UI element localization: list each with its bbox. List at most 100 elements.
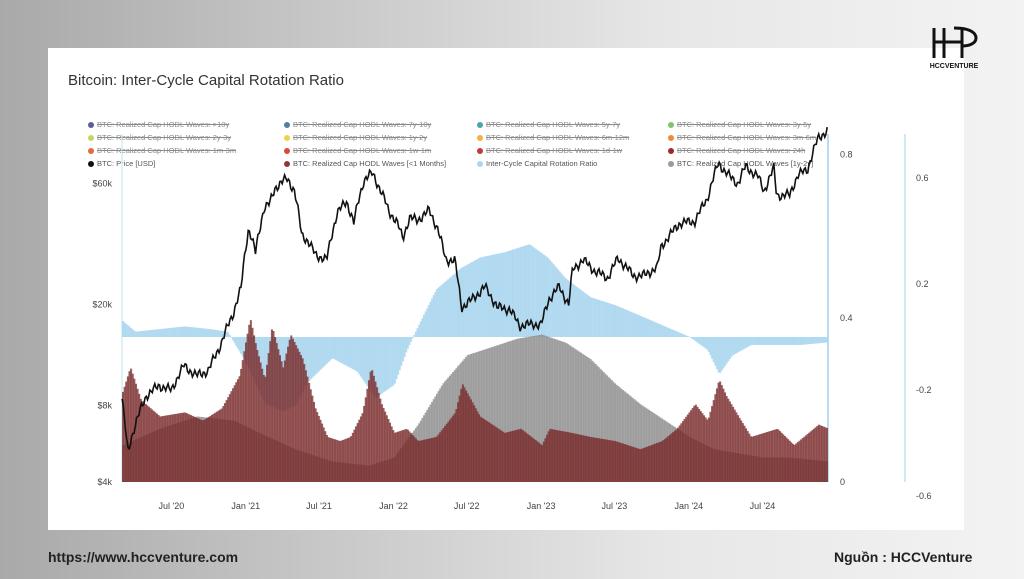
ratio-bar <box>177 327 180 337</box>
ratio-bar <box>421 318 424 337</box>
hodl-lt1m-bar <box>722 388 725 482</box>
hodl-lt1m-bar <box>466 393 469 482</box>
legend-item[interactable]: BTC: Realized Cap HODL Waves [1y-2y] <box>668 159 813 168</box>
legend-item[interactable]: BTC: Realized Cap HODL Waves: 1m-3m <box>88 146 236 155</box>
ratio-bar <box>155 329 159 337</box>
hodl-lt1m-bar <box>183 412 186 482</box>
hodl-1y-2y-bar <box>644 407 647 482</box>
hodl-lt1m-bar <box>243 351 246 482</box>
price-tick-label: $60k <box>92 179 112 189</box>
hodl-lt1m-bar <box>340 440 343 482</box>
ratio-bar <box>189 327 192 337</box>
ratio-bar <box>641 316 644 337</box>
ratio-tick-label: -0.6 <box>916 491 932 501</box>
ratio-bar <box>486 256 489 337</box>
legend-item[interactable]: BTC: Realized Cap HODL Waves: 2y-3y <box>88 133 231 142</box>
legend-item[interactable]: BTC: Realized Cap HODL Waves: 1y-2y <box>284 133 427 142</box>
price-line <box>121 126 828 451</box>
hodl-1y-2y-bar <box>515 339 518 482</box>
legend-dot-icon <box>88 161 94 168</box>
hodl-lt1m-bar <box>282 367 285 482</box>
ratio-bar <box>308 337 311 381</box>
hodl-lt1m-bar <box>453 413 456 482</box>
legend-item[interactable]: BTC: Realized Cap HODL Waves: >10y <box>88 120 229 129</box>
hodl-lt1m-bar <box>560 430 563 482</box>
legend-item[interactable]: BTC: Realized Cap HODL Waves [<1 Months] <box>284 159 446 168</box>
hodl-1y-2y-bar <box>558 340 561 482</box>
ratio-bar <box>170 327 173 337</box>
hodl-lt1m-bar <box>756 435 759 482</box>
legend-item[interactable]: BTC: Realized Cap HODL Waves: 7y-10y <box>284 120 431 129</box>
hodl-lt1m-bar <box>455 409 458 482</box>
ratio-bar <box>777 337 780 345</box>
ratio-bar <box>698 337 701 344</box>
ratio-bar <box>652 321 655 337</box>
hodl-lt1m-bar <box>696 406 699 482</box>
hodl-lt1m-bar <box>191 415 194 482</box>
hodl-1y-2y-bar <box>578 351 581 482</box>
hodl-lt1m-bar <box>552 429 555 482</box>
hodl-lt1m-bar <box>717 382 720 482</box>
footer-website-link[interactable]: https://www.hccventure.com <box>48 549 239 565</box>
ratio-bar <box>329 337 332 361</box>
ratio-bar <box>372 337 375 396</box>
ratio-bar <box>212 329 215 337</box>
hodl-lt1m-bar <box>338 440 341 482</box>
ratio-bar <box>696 337 699 343</box>
hodl-lt1m-bar <box>264 376 267 482</box>
hodl-lt1m-bar <box>605 439 608 482</box>
ratio-bar <box>416 328 419 337</box>
hodl-1y-2y-bar <box>507 341 510 482</box>
hodl-lt1m-bar <box>185 412 188 482</box>
legend-item[interactable]: BTC: Realized Cap HODL Waves: 1d-1w <box>477 146 622 155</box>
legend-item[interactable]: Inter-Cycle Capital Rotation Ratio <box>477 159 597 168</box>
ratio-bar <box>623 309 626 337</box>
legend-item[interactable]: BTC: Realized Cap HODL Waves: 24h <box>668 146 805 155</box>
legend-item[interactable]: BTC: Realized Cap HODL Waves: 5y-7y <box>477 120 620 129</box>
ratio-bar <box>136 331 139 337</box>
hodl-lt1m-bar <box>180 413 183 482</box>
hodl-lt1m-bar <box>709 411 712 482</box>
hodl-lt1m-bar <box>287 346 290 482</box>
hodl-lt1m-bar <box>523 431 526 482</box>
hodl-lt1m-bar <box>508 431 511 482</box>
hodl-lt1m-bar <box>280 361 283 482</box>
legend-item[interactable]: BTC: Realized Cap HODL Waves: 1w-1m <box>284 146 431 155</box>
ratio-bar <box>500 252 503 337</box>
hodl-lt1m-bar <box>262 374 265 482</box>
hodl-lt1m-bar <box>321 423 324 482</box>
ratio-bar <box>382 337 385 393</box>
hodl-lt1m-bar <box>411 434 414 482</box>
hodl-lt1m-bar <box>136 388 139 482</box>
legend-item[interactable]: BTC: Realized Cap HODL Waves: 3y-5y <box>668 120 811 129</box>
hodl-lt1m-bar <box>607 439 610 482</box>
ratio-bar <box>450 276 453 337</box>
ratio-bar <box>612 304 615 337</box>
ratio-bar <box>492 254 495 337</box>
ratio-bar <box>767 337 770 345</box>
hodl-lt1m-bar <box>677 427 680 482</box>
ratio-bar <box>825 337 828 343</box>
ratio-bar <box>484 256 487 337</box>
hodl-lt1m-bar <box>630 446 633 482</box>
hodl-lt1m-bar <box>206 417 209 482</box>
ratio-bar <box>694 337 697 342</box>
ratio-bar <box>225 331 228 337</box>
hodl-lt1m-bar <box>385 415 388 482</box>
hodl-lt1m-bar <box>641 448 644 482</box>
legend-item[interactable]: BTC: Realized Cap HODL Waves: 6m-12m <box>477 133 629 142</box>
ratio-bar <box>735 337 738 354</box>
ratio-bar <box>338 337 341 363</box>
ratio-bar <box>664 326 667 337</box>
legend-item[interactable]: BTC: Price [USD] <box>88 159 155 168</box>
hodl-lt1m-bar <box>578 434 581 482</box>
hodl-lt1m-bar <box>458 395 461 482</box>
hodl-lt1m-bar <box>337 440 340 482</box>
hodl-lt1m-bar <box>377 392 380 482</box>
hodl-lt1m-bar <box>244 342 248 482</box>
hodl-lt1m-bar <box>175 413 178 482</box>
legend-item[interactable]: BTC: Realized Cap HODL Waves: 3m-6m <box>668 133 816 142</box>
hodl-1y-2y-bar <box>547 336 550 482</box>
hodl-lt1m-bar <box>518 429 521 482</box>
hodl-1y-2y-bar <box>568 345 571 482</box>
